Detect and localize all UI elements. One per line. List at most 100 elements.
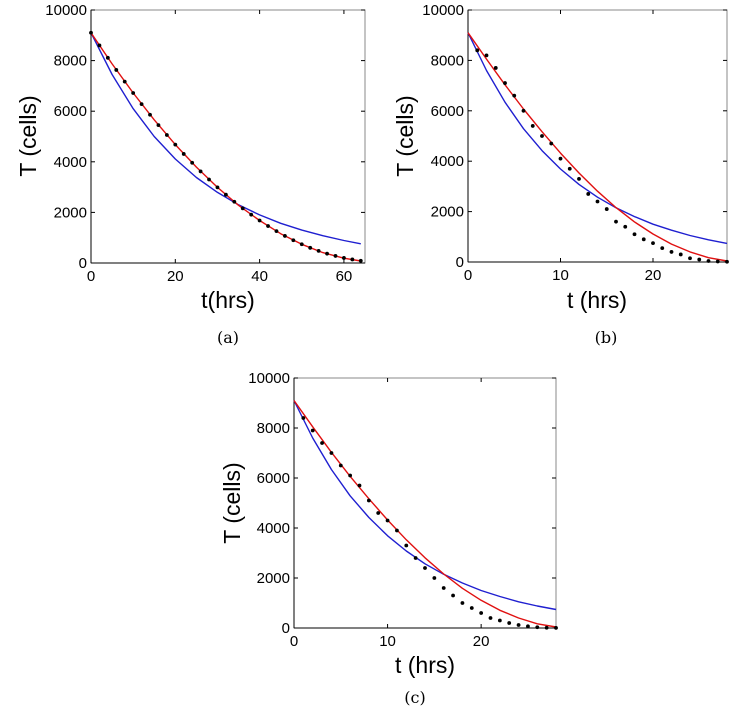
plot-frame xyxy=(90,9,366,264)
y-tick-label: 4000 xyxy=(54,154,87,171)
y-tick-label: 2000 xyxy=(54,204,87,221)
data-point xyxy=(114,68,119,72)
data-point xyxy=(329,451,334,455)
chart-panel-c: 0 2000 4000 6000 8000 10000 0 10 20 t (hrs) T (cel… xyxy=(219,370,558,707)
data-point xyxy=(173,142,178,147)
data-point xyxy=(469,606,474,610)
data-point xyxy=(308,245,313,250)
data-point xyxy=(725,259,729,264)
data-point xyxy=(516,623,521,627)
data-point xyxy=(697,257,702,262)
data-point xyxy=(139,102,144,107)
data-point xyxy=(479,611,484,615)
x-tick-label: 20 xyxy=(473,633,490,650)
data-point xyxy=(338,463,343,468)
blue-fit-line xyxy=(90,32,361,245)
data-point xyxy=(215,185,220,190)
data-point xyxy=(688,256,692,261)
y-tick-label: 4000 xyxy=(257,520,290,537)
panel-caption: (c) xyxy=(404,688,425,707)
x-axis-label: t (hrs) xyxy=(395,652,455,678)
x-tick-label: 0 xyxy=(290,633,298,650)
data-point xyxy=(299,242,304,247)
y-tick-label: 8000 xyxy=(257,420,290,437)
x-tick-label: 20 xyxy=(167,268,184,285)
data-point xyxy=(535,625,540,630)
y-tick-label: 6000 xyxy=(257,470,290,487)
data-point xyxy=(291,238,296,243)
x-tick-label: 10 xyxy=(552,267,569,284)
data-point xyxy=(484,53,489,58)
data-point xyxy=(249,212,254,217)
data-point xyxy=(232,199,237,204)
data-point xyxy=(257,218,262,223)
data-point xyxy=(660,246,665,251)
data-point xyxy=(544,625,549,630)
data-point xyxy=(310,428,315,433)
y-tick-label: 0 xyxy=(282,620,290,637)
data-point xyxy=(348,473,353,478)
data-point xyxy=(493,66,498,70)
y-tick-label: 6000 xyxy=(431,103,464,120)
x-tick-label: 0 xyxy=(464,267,472,284)
data-point xyxy=(266,224,270,228)
y-tick-label: 10000 xyxy=(45,2,87,19)
data-point xyxy=(301,416,306,420)
data-point xyxy=(283,234,287,238)
data-point xyxy=(395,528,399,533)
x-axis-label: t(hrs) xyxy=(201,287,255,313)
x-tick-label: 40 xyxy=(251,268,268,285)
red-fit-line xyxy=(467,32,728,262)
y-tick-label: 4000 xyxy=(431,153,464,170)
data-point xyxy=(577,176,581,181)
data-point xyxy=(89,30,93,35)
data-point xyxy=(320,441,324,445)
data-point xyxy=(586,192,591,196)
data-point xyxy=(706,259,711,263)
data-point xyxy=(164,133,169,137)
data-point xyxy=(198,169,203,174)
plot-frame xyxy=(467,9,728,263)
data-point xyxy=(156,123,161,128)
panel-caption: (a) xyxy=(217,328,239,347)
data-point xyxy=(549,141,554,146)
data-point xyxy=(432,576,437,580)
data-point xyxy=(122,79,127,84)
x-tick-label: 0 xyxy=(87,268,95,285)
data-point xyxy=(423,566,427,570)
data-point xyxy=(540,134,544,138)
x-tick-label: 10 xyxy=(379,633,396,650)
data-point xyxy=(521,108,526,113)
y-axis-label: T (cells) xyxy=(15,95,41,176)
data-point xyxy=(460,601,465,605)
y-tick-label: 0 xyxy=(79,255,87,272)
data-point xyxy=(342,256,346,260)
data-point xyxy=(350,257,355,262)
data-point xyxy=(641,237,646,242)
chart-panel-a: 0 2000 4000 6000 8000 10000 0 20 40 60 t(hrs) T (ce… xyxy=(15,2,366,347)
data-point xyxy=(207,177,211,182)
data-point xyxy=(385,518,390,523)
data-point xyxy=(669,250,674,254)
y-tick-label: 8000 xyxy=(431,52,464,69)
data-point xyxy=(651,241,655,246)
data-point xyxy=(240,206,245,211)
data-point xyxy=(376,511,381,515)
data-point xyxy=(357,483,362,488)
data-point xyxy=(503,81,507,85)
data-point xyxy=(497,618,502,623)
y-tick-label: 10000 xyxy=(248,370,290,387)
data-point xyxy=(632,232,637,237)
blue-fit-line xyxy=(293,400,557,611)
data-point xyxy=(595,199,600,204)
data-point xyxy=(614,219,618,224)
red-fit-line xyxy=(293,400,557,628)
data-point xyxy=(413,556,418,560)
data-point xyxy=(181,152,186,156)
y-tick-label: 2000 xyxy=(431,204,464,221)
data-point xyxy=(441,586,446,590)
data-point xyxy=(358,258,363,263)
data-point xyxy=(678,252,683,257)
plot-frame xyxy=(293,377,557,629)
data-point xyxy=(451,593,455,598)
